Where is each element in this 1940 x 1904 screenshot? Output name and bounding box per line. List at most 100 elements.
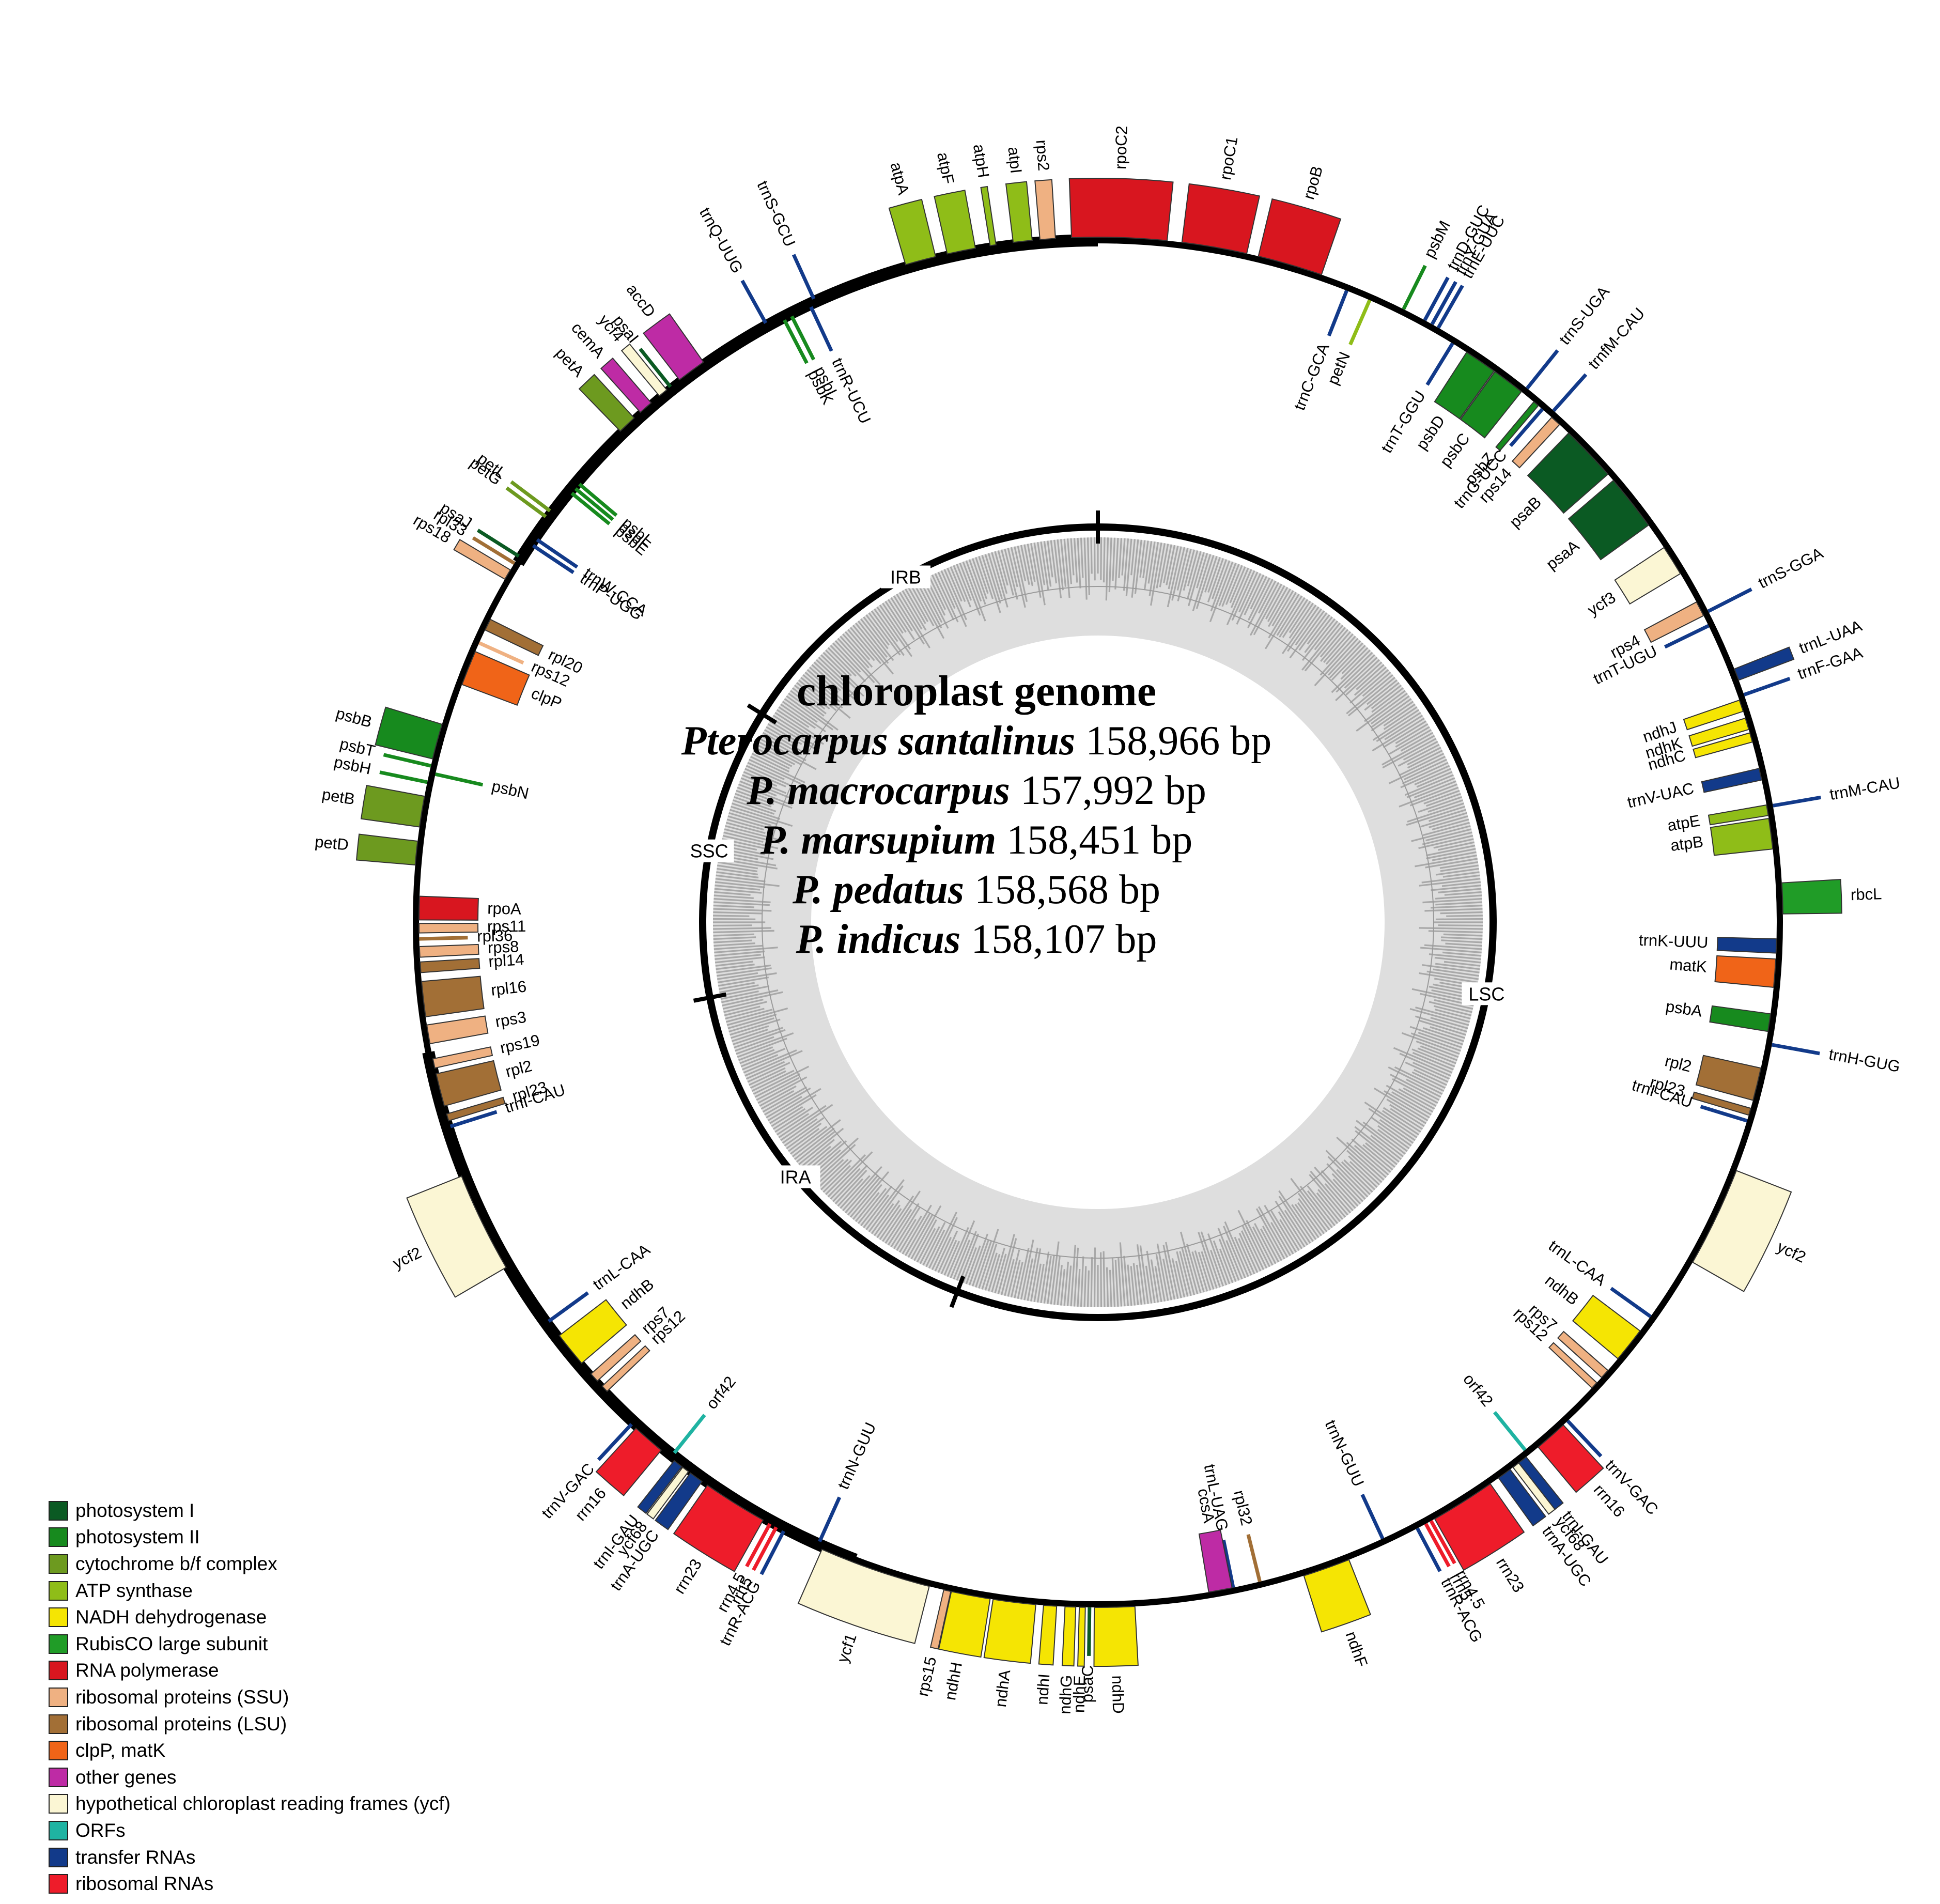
gene-orf42: orf42 [673,1373,739,1454]
gene-petN: petN [1324,299,1372,388]
region-label: LSC [1462,982,1512,1005]
gene-orf42: orf42 [1460,1370,1527,1451]
gene-label: trnH-GUG [1827,1045,1902,1076]
species-size: 158,568 bp [974,867,1160,912]
gene-block [983,1599,1036,1664]
region-label: IRA [770,1165,820,1188]
gene-block [434,772,484,787]
gene-block [1436,285,1464,329]
gene-block [1402,265,1427,310]
gene-label: rpoB [1299,164,1326,202]
legend-item: ribosomal RNAs [49,1870,451,1897]
species-size: 158,966 bp [1085,718,1272,764]
gene-atpI: atpI [1004,146,1033,243]
gene-block [1034,179,1056,240]
species-row: P. macrocarpus 157,992 bp [635,766,1317,815]
legend-label: transfer RNAs [75,1846,196,1868]
gene-label: psaC [1078,1665,1097,1703]
gene-rps8: rps8 [418,937,519,958]
species-name: Pterocarpus santalinus [681,718,1076,764]
gene-trnH-GUG: trnH-GUG [1772,1043,1902,1076]
region-boundary-tick [693,992,727,1003]
gene-block [1460,370,1523,439]
gene-atpH: atpH [970,143,997,246]
legend-item: cytochrome b/f complex [49,1551,451,1577]
gene-block [1061,1606,1077,1667]
region-boundary-tick [747,703,778,725]
gene-label: ndhF [1342,1629,1371,1669]
legend: photosystem I photosystem II cytochrome b/… [49,1497,451,1897]
gene-block [1246,1534,1262,1582]
gene-block [1424,1523,1451,1568]
region-label-bg [1462,982,1512,1005]
gene-block [379,770,428,784]
gene-block [418,895,479,921]
gene-block [938,1591,991,1658]
gene-block [578,374,635,432]
species-row: P. indicus 158,107 bp [635,915,1317,964]
legend-label: photosystem II [75,1526,200,1548]
gene-trnS-UGA: trnS-UGA [1526,283,1613,390]
gene-label: rrn23 [1493,1554,1528,1596]
region-ring: LSC IRA SSC IRB [684,510,1512,1321]
gene-block [536,538,579,569]
gene-trnN-GUU: trnN-GUU [818,1420,880,1542]
gene-block [1181,183,1261,254]
legend-label: ribosomal proteins (SSU) [75,1686,289,1708]
gene-block [673,1414,706,1454]
gene-block [1566,1419,1603,1458]
gene-label: rpl2 [504,1057,534,1081]
gene-label: ycf2 [1774,1237,1808,1266]
gene-block [547,1291,589,1323]
gene-block [484,618,544,656]
gene-block [1700,1105,1748,1123]
gene-label: rps15 [913,1655,940,1698]
gene-block [595,1427,662,1496]
gene-label: atpA [887,160,912,197]
gene-block [1434,351,1495,420]
legend-swatch [49,1607,68,1628]
gene-block [1512,1462,1556,1515]
gene-block [809,306,833,352]
gene-label: trnK-UUU [1638,931,1708,952]
legend-item: ribosomal proteins (SSU) [49,1684,451,1711]
region-label-text: IRB [890,567,921,588]
gene-block [1716,937,1777,954]
gene-block [1537,1424,1604,1493]
gene-label: psbB [334,704,374,731]
gene-block [1434,1483,1525,1571]
legend-label: other genes [75,1766,177,1788]
gene-block [1495,401,1539,452]
gene-block [355,833,418,866]
gene-block [1691,1170,1792,1292]
gene-block [1664,624,1710,649]
gene-label: rpl32 [1230,1489,1256,1527]
gene-block [420,958,480,973]
gene-block [1005,181,1033,243]
region-label-text: IRA [780,1167,811,1188]
legend-swatch [49,1741,68,1761]
gene-block [453,539,511,580]
gene-label: psaA [1543,536,1582,573]
region-label: SSC [684,839,734,862]
gene-ndhD: ndhD [1093,1606,1139,1714]
genome-title-block: chloroplast genome Pterocarpus santalinu… [635,667,1317,964]
gene-label: trnV-UAC [1625,779,1695,812]
gene-label: orf42 [703,1373,739,1413]
legend-label: cytochrome b/f complex [75,1553,277,1574]
legend-label: ribosomal proteins (LSU) [75,1713,287,1735]
legend-swatch [49,1767,68,1787]
gene-block [432,1046,493,1069]
gene-rpoC1: rpoC1 [1181,135,1261,254]
legend-item: transfer RNAs [49,1844,451,1871]
gc-content-ring [712,537,1483,1308]
legend-swatch [49,1714,68,1734]
gene-psaC: psaC [1078,1607,1097,1703]
gene-trnV-UAC: trnV-UAC [1625,767,1762,812]
gene-label: rpl16 [490,977,527,999]
gene-psbN: psbN [434,772,531,802]
gene-label: ycf2 [390,1243,424,1272]
center-disc [811,636,1385,1209]
gene-trnM-CAU: trnM-CAU [1773,773,1901,808]
